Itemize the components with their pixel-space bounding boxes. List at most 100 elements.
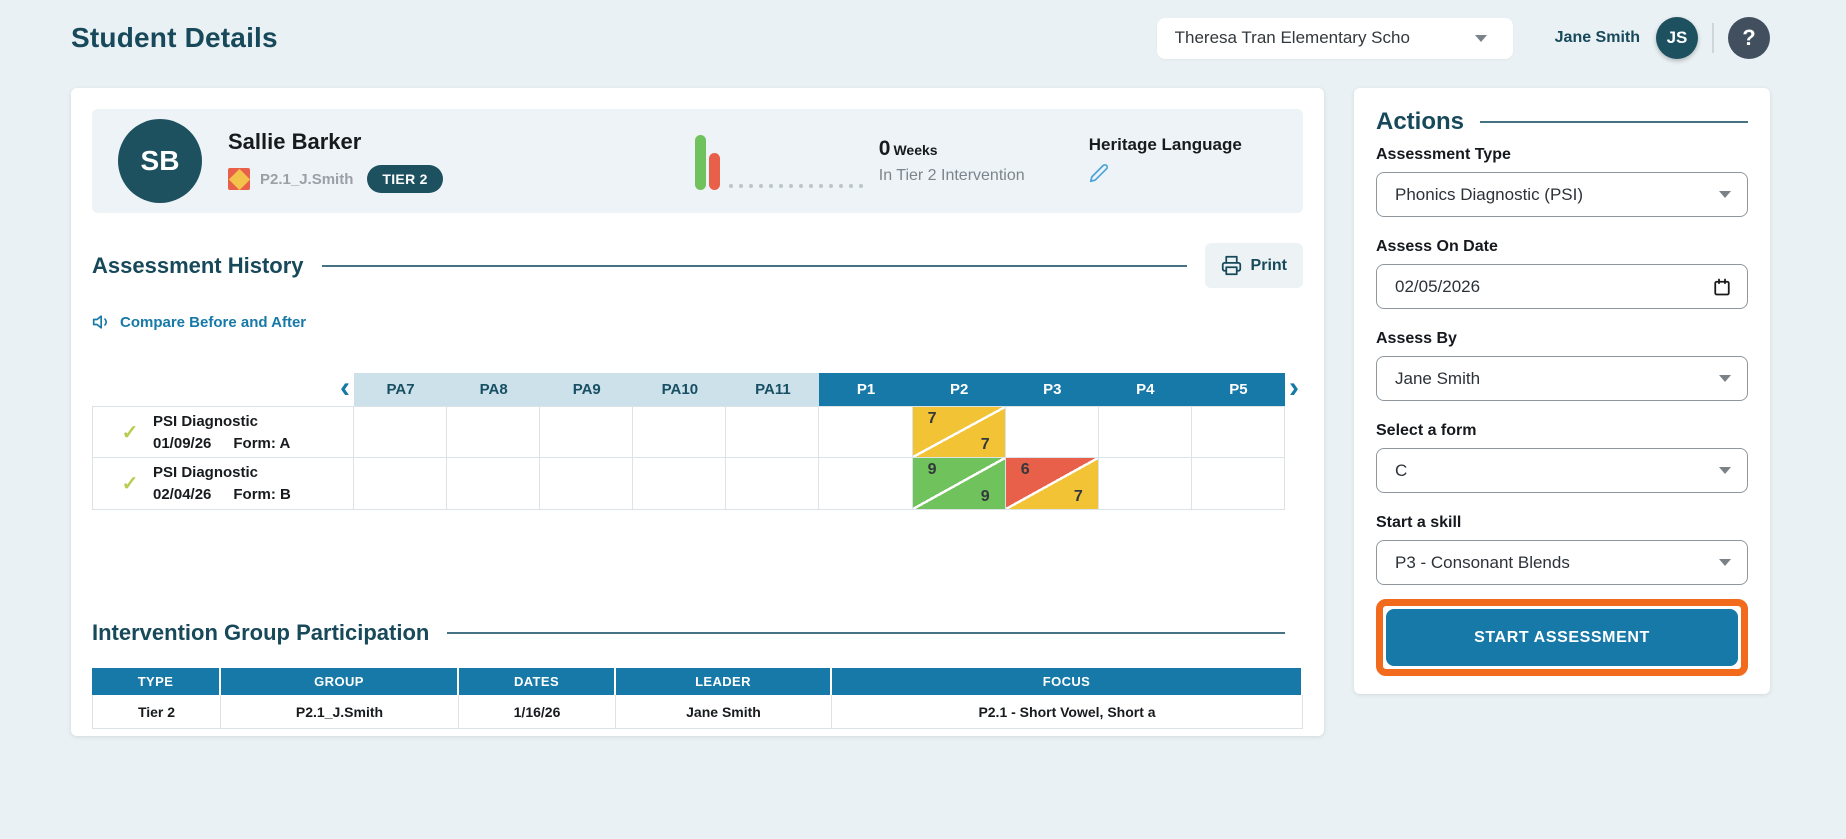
chart-dot	[858, 184, 863, 188]
score-cell-empty	[633, 458, 727, 510]
column-header-p2[interactable]: P2	[912, 373, 1006, 406]
assess-by-value: Jane Smith	[1395, 368, 1481, 388]
assess-by-field: Assess By Jane Smith	[1376, 330, 1748, 401]
column-header-pa7[interactable]: PA7	[354, 373, 448, 406]
heading-rule	[1480, 121, 1748, 123]
assessment-name: PSI Diagnostic	[153, 464, 259, 481]
column-header-p5[interactable]: P5	[1191, 373, 1285, 406]
score-cell-empty	[726, 406, 820, 458]
student-badge-row: P2.1_J.Smith TIER 2	[228, 165, 443, 193]
score-cell-empty	[1005, 406, 1099, 458]
assessment-row-text: PSI Diagnostic 02/04/26 Form: B	[153, 464, 291, 503]
actions-header: Actions	[1376, 108, 1748, 136]
student-avatar: SB	[118, 119, 202, 203]
assess-on-date-field: Assess On Date 02/05/2026	[1376, 238, 1748, 309]
actions-panel: Actions Assessment Type Phonics Diagnost…	[1354, 88, 1770, 694]
weeks-caption: In Tier 2 Intervention	[878, 167, 1025, 184]
chart-dot	[728, 184, 733, 188]
score-cell-empty	[354, 458, 448, 510]
row-end-spacer	[1285, 406, 1303, 458]
score-top: 6	[1020, 461, 1030, 478]
student-name-block: Sallie Barker P2.1_J.Smith TIER 2	[228, 129, 443, 193]
intervention-cell-type: Tier 2	[92, 695, 221, 729]
user-avatar[interactable]: JS	[1656, 17, 1698, 59]
score-split	[912, 458, 1005, 509]
start-skill-select[interactable]: P3 - Consonant Blends	[1376, 540, 1748, 585]
assessment-history-header: Assessment History Print	[92, 243, 1303, 288]
tier-badge: TIER 2	[367, 165, 443, 193]
score-top: 9	[927, 461, 937, 478]
column-header-p3[interactable]: P3	[1005, 373, 1099, 406]
column-header-pa9[interactable]: PA9	[540, 373, 634, 406]
language-block: Heritage Language	[1089, 135, 1242, 188]
chart-dot	[818, 184, 823, 188]
weeks-chart	[694, 132, 863, 190]
score-cell-empty	[1098, 458, 1192, 510]
check-icon: ✓	[121, 473, 139, 495]
school-selector-value: Theresa Tran Elementary Scho	[1174, 28, 1410, 47]
assess-by-select[interactable]: Jane Smith	[1376, 356, 1748, 401]
calendar-icon[interactable]	[1713, 278, 1731, 296]
intervention-title: Intervention Group Participation	[92, 620, 430, 645]
bar-green	[694, 135, 706, 190]
speaker-icon	[92, 315, 107, 329]
bar-red	[708, 153, 720, 190]
column-header-p1[interactable]: P1	[819, 373, 913, 406]
column-header-pa10[interactable]: PA10	[633, 373, 727, 406]
print-button[interactable]: Print	[1204, 243, 1303, 288]
chart-dot	[748, 184, 753, 188]
start-assessment-button[interactable]: START ASSESSMENT	[1386, 609, 1738, 666]
highlight-annotation: START ASSESSMENT	[1376, 599, 1748, 676]
assessment-form: Form: B	[233, 486, 291, 503]
student-details-card: SB Sallie Barker P2.1_J.Smith TIER 2 0 We…	[71, 88, 1324, 736]
chart-dot	[808, 184, 813, 188]
chart-dot	[768, 184, 773, 188]
select-form-value: C	[1395, 460, 1408, 480]
score-cell-empty	[540, 458, 634, 510]
score-split	[912, 407, 1005, 457]
assessment-meta: 01/09/26 Form: A	[153, 435, 290, 452]
content: SB Sallie Barker P2.1_J.Smith TIER 2 0 We…	[0, 76, 1846, 736]
chart-dot	[788, 184, 793, 188]
score-cell-empty	[819, 406, 913, 458]
scroll-left-chevron[interactable]: ‹	[340, 370, 350, 404]
select-form-select[interactable]: C	[1376, 448, 1748, 493]
student-name: Sallie Barker	[228, 129, 362, 154]
actions-title: Actions	[1376, 108, 1465, 135]
printer-icon	[1221, 255, 1241, 276]
score-cell-empty	[354, 406, 448, 458]
score-cell-p3[interactable]: 6 7	[1005, 458, 1099, 510]
weeks-unit: Weeks	[893, 142, 938, 158]
assessment-row-text: PSI Diagnostic 01/09/26 Form: A	[153, 413, 290, 452]
help-button[interactable]: ?	[1728, 17, 1770, 59]
edit-pencil-icon[interactable]	[1089, 163, 1109, 183]
weeks-value: 0	[878, 137, 891, 160]
start-skill-field: Start a skill P3 - Consonant Blends	[1376, 514, 1748, 585]
column-header-pa11[interactable]: PA11	[726, 373, 820, 406]
start-skill-label: Start a skill	[1376, 514, 1462, 531]
heading-rule	[447, 632, 1285, 634]
school-selector[interactable]: Theresa Tran Elementary Scho	[1156, 17, 1513, 59]
score-cell-p2[interactable]: 9 9	[912, 458, 1006, 510]
score-bottom: 9	[980, 488, 990, 505]
assessment-type-field: Assessment Type Phonics Diagnostic (PSI)	[1376, 146, 1748, 217]
assessment-meta: 02/04/26 Form: B	[153, 486, 291, 503]
intervention-header-leader: LEADER	[616, 668, 832, 695]
chart-dot	[848, 184, 853, 188]
score-cell-empty	[633, 406, 727, 458]
column-header-pa8[interactable]: PA8	[447, 373, 541, 406]
assessment-type-select[interactable]: Phonics Diagnostic (PSI)	[1376, 172, 1748, 217]
weeks-line: 0 Weeks	[879, 137, 1069, 161]
chart-dot	[758, 184, 763, 188]
compare-before-after-link[interactable]: Compare Before and After	[92, 312, 306, 332]
score-cell-empty	[540, 406, 634, 458]
score-cell-p2[interactable]: 7 7	[912, 406, 1006, 458]
intervention-cell-group: P2.1_J.Smith	[221, 695, 459, 729]
assess-on-date-input[interactable]: 02/05/2026	[1376, 264, 1748, 309]
top-bar: Student Details Theresa Tran Elementary …	[0, 0, 1846, 76]
score-cell-empty	[447, 406, 541, 458]
column-header-p4[interactable]: P4	[1098, 373, 1192, 406]
score-cell-empty	[726, 458, 820, 510]
print-label: Print	[1250, 256, 1287, 274]
scroll-right-chevron[interactable]: ›	[1288, 370, 1299, 404]
